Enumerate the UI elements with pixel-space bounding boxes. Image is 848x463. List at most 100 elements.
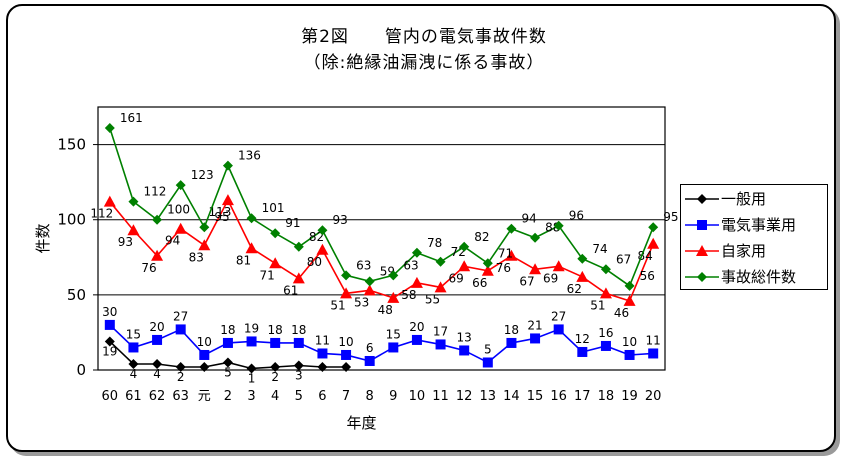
data-label: 113: [208, 205, 231, 219]
data-point: [175, 361, 186, 372]
data-label: 15: [386, 327, 401, 341]
x-tick-label: 6: [318, 389, 326, 404]
data-point: [269, 257, 282, 269]
data-label: 100: [167, 203, 190, 217]
data-label: 96: [569, 209, 584, 223]
data-point: [552, 260, 565, 272]
x-tick-label: 17: [574, 389, 591, 404]
data-label: 95: [214, 210, 229, 224]
x-tick-label: 15: [527, 389, 544, 404]
data-point: [600, 340, 611, 351]
data-label: 61: [283, 283, 298, 297]
data-label: 112: [90, 207, 113, 221]
data-point: [199, 222, 210, 233]
legend-item-ippan: 一般用: [681, 187, 829, 211]
legend-label-denki: 電気事業用: [721, 216, 797, 234]
legend-marker-jika: [685, 245, 719, 256]
y-tick-label: 50: [67, 286, 86, 304]
data-point: [152, 214, 163, 225]
data-label: 20: [149, 320, 164, 334]
data-point: [600, 264, 611, 275]
data-point: [481, 264, 494, 276]
data-point: [505, 249, 518, 261]
x-tick-label: 元: [198, 389, 211, 404]
chart-title: 第2図 管内の電気事故件数: [301, 27, 547, 47]
data-label: 18: [220, 323, 235, 337]
data-point: [104, 336, 115, 347]
data-label: 56: [640, 269, 655, 283]
x-tick-label: 8: [366, 389, 374, 404]
data-label: 93: [332, 213, 347, 227]
y-axis-title: 件数: [34, 223, 52, 253]
data-label: 67: [616, 252, 631, 266]
data-point: [553, 220, 564, 231]
data-label: 13: [457, 330, 472, 344]
data-label: 11: [646, 333, 661, 347]
data-label: 6: [366, 341, 374, 355]
legend-marker-denki: [685, 220, 719, 230]
x-tick-label: 11: [432, 389, 449, 404]
data-label: 4: [153, 367, 161, 381]
data-label: 63: [356, 258, 371, 272]
data-label: 81: [236, 253, 251, 267]
data-point: [151, 249, 164, 261]
data-point: [246, 363, 257, 374]
data-point: [459, 345, 470, 356]
y-tick-label: 150: [57, 136, 86, 154]
data-point: [175, 180, 186, 191]
data-point: [246, 213, 257, 224]
x-tick-label: 60: [102, 389, 119, 404]
data-point: [293, 241, 304, 252]
data-point: [364, 355, 375, 366]
x-tick-label: 5: [295, 389, 303, 404]
data-label: 74: [592, 242, 607, 256]
data-label: 3: [295, 368, 303, 382]
data-label: 2: [177, 370, 185, 384]
data-label: 10: [622, 335, 637, 349]
data-label: 84: [638, 249, 653, 263]
data-point: [410, 276, 423, 288]
data-point: [199, 349, 210, 360]
legend-item-denki: 電気事業用: [681, 213, 829, 237]
x-tick-label: 12: [456, 389, 473, 404]
data-point: [530, 333, 541, 344]
data-label: 94: [521, 212, 536, 226]
data-point: [648, 348, 659, 359]
data-label: 101: [262, 201, 285, 215]
data-label: 18: [504, 323, 519, 337]
data-point: [128, 342, 139, 353]
data-label: 16: [598, 326, 613, 340]
data-label: 21: [527, 318, 542, 332]
series-line-3: [109, 127, 654, 288]
data-point: [577, 253, 588, 264]
data-point: [222, 337, 233, 348]
data-point: [246, 336, 257, 347]
data-label: 76: [496, 261, 511, 275]
data-label: 83: [189, 250, 204, 264]
data-label: 18: [291, 323, 306, 337]
data-label: 2: [271, 370, 279, 384]
data-label: 17: [433, 324, 448, 338]
x-tick-label: 14: [503, 389, 520, 404]
data-point: [270, 361, 281, 372]
data-point: [647, 237, 660, 249]
data-label: 5: [484, 342, 492, 356]
x-tick-label: 9: [389, 389, 397, 404]
data-label: 46: [614, 306, 629, 320]
x-tick-label: 2: [224, 389, 232, 404]
data-point: [458, 260, 471, 272]
data-point: [576, 270, 589, 282]
data-point: [434, 281, 447, 293]
data-point: [411, 247, 422, 258]
data-point: [529, 263, 542, 275]
x-tick-label: 20: [645, 389, 662, 404]
data-label: 71: [260, 268, 275, 282]
data-point: [292, 272, 305, 284]
legend-item-total: 事故総件数: [681, 265, 829, 289]
data-point: [411, 334, 422, 345]
legend-item-jika: 自家用: [681, 239, 829, 263]
x-tick-label: 13: [480, 389, 497, 404]
x-tick-label: 61: [125, 389, 142, 404]
data-point: [222, 357, 233, 368]
x-tick-label: 16: [550, 389, 567, 404]
